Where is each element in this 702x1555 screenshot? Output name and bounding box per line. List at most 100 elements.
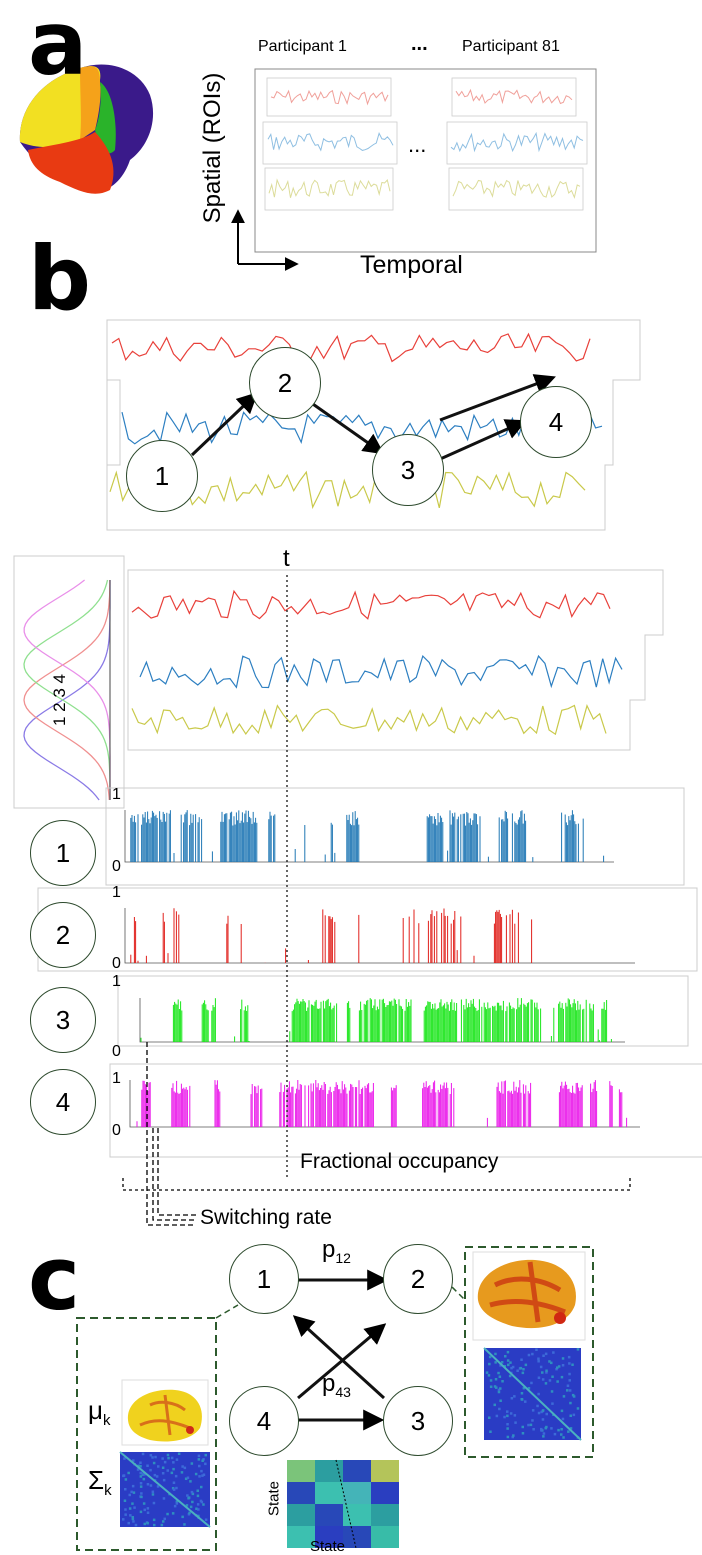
cov-left-cell: [160, 1523, 164, 1527]
cov-right-cell: [537, 1376, 541, 1379]
cov-left-cell: [194, 1472, 198, 1476]
cov-right-cell: [498, 1375, 502, 1378]
gaussian-emission-box: [13, 555, 125, 809]
hmm-state-node-3: 3: [372, 434, 444, 506]
cov-left-cell: [132, 1459, 135, 1462]
transition-matrix-cell: [315, 1504, 343, 1526]
cov-right-cell: [521, 1425, 524, 1429]
cov-right-cell: [499, 1364, 502, 1367]
cov-left-cell: [142, 1477, 146, 1481]
cov-right-cell: [488, 1355, 492, 1359]
cov-left-cell: [146, 1507, 150, 1510]
cov-right-cell: [509, 1361, 512, 1364]
cov-right-cell: [531, 1419, 534, 1422]
cov-left-cell: [131, 1502, 134, 1505]
cov-left-cell: [171, 1487, 175, 1490]
cov-right-cell: [522, 1368, 525, 1371]
row2-axis-bottom: 0: [112, 955, 121, 972]
hmm-state-node-4: 4: [520, 386, 592, 458]
transition-matrix-cell: [371, 1460, 399, 1482]
cov-left-cell: [139, 1465, 142, 1468]
cov-right-cell: [488, 1416, 491, 1419]
cov-left-cell: [136, 1468, 140, 1471]
cov-right-cell: [487, 1374, 491, 1377]
cov-right-cell: [532, 1428, 535, 1431]
cov-right-cell: [506, 1359, 510, 1362]
gaussian-curve-3: [23, 579, 111, 800]
cov-left-cell: [201, 1474, 204, 1477]
cov-right-cell: [499, 1399, 502, 1402]
cov-right-cell: [514, 1421, 517, 1424]
transition-matrix-cell: [343, 1460, 371, 1482]
cov-left-cell: [202, 1458, 205, 1461]
cov-right-cell: [572, 1413, 576, 1417]
inner-ellipsis: ...: [408, 132, 427, 157]
cov-right-cell: [520, 1398, 523, 1401]
participant1-roi2-trace: [267, 132, 394, 152]
cov-right-cell: [550, 1427, 553, 1430]
cov-left-cell: [133, 1506, 136, 1509]
cov-right-cell: [545, 1369, 548, 1372]
state-timecourse-boxes: [37, 787, 702, 1158]
cov-left-cell: [152, 1518, 156, 1522]
cov-left-cell: [188, 1511, 191, 1515]
cov-left-cell: [142, 1502, 146, 1505]
cov-left-cell: [171, 1512, 175, 1515]
covariance-matrix-left: [119, 1451, 211, 1528]
cov-left-cell: [157, 1465, 160, 1468]
cov-right-cell: [567, 1355, 571, 1359]
cov-left-cell: [130, 1490, 133, 1494]
occupancy-state-node-4: 4: [30, 1069, 96, 1135]
cov-left-cell: [187, 1513, 191, 1516]
transition-matrix-cell: [315, 1482, 343, 1504]
cov-right-cell: [569, 1414, 572, 1417]
cov-left-cell: [195, 1507, 198, 1510]
cov-right-cell: [548, 1379, 552, 1382]
row2-axis-top: 1: [112, 884, 121, 901]
transition-matrix-cell: [287, 1504, 315, 1526]
cov-left-cell: [204, 1518, 208, 1521]
cov-right-cell: [506, 1410, 509, 1413]
hmm-state-node-2: 2: [249, 347, 321, 419]
cov-right-cell: [545, 1371, 548, 1374]
cov-right-cell: [542, 1432, 546, 1435]
transition-matrix-x-label: State: [310, 1538, 346, 1555]
cov-right-cell: [509, 1412, 513, 1415]
cov-left-cell: [187, 1497, 190, 1500]
cov-left-cell: [181, 1515, 184, 1519]
cov-right-cell: [553, 1432, 557, 1436]
transition-matrix: [287, 1459, 399, 1549]
panel-a-data-box: [254, 68, 597, 253]
cov-right-cell: [516, 1369, 519, 1372]
cov-right-cell: [535, 1348, 538, 1351]
cov-right-cell: [503, 1415, 506, 1419]
cov-left-cell: [204, 1453, 207, 1457]
cov-left-cell: [123, 1457, 126, 1460]
occupancy-state-node-1: 1: [30, 820, 96, 886]
cov-right-cell: [485, 1371, 489, 1374]
gaussian-curve-2: [23, 580, 111, 801]
brain-map-right: [472, 1251, 586, 1341]
obs-yellow-trace: [131, 703, 607, 736]
time-marker-label: t: [283, 545, 290, 572]
hmm-transition-arrows: [190, 374, 556, 462]
cov-right-cell: [560, 1409, 564, 1413]
cov-right-cell: [497, 1371, 500, 1375]
cov-left-cell: [124, 1508, 127, 1511]
switching-rate-label: Switching rate: [200, 1206, 332, 1229]
cov-right-cell: [531, 1409, 535, 1412]
spatial-temporal-axes: [231, 209, 299, 271]
cov-left-cell: [156, 1485, 160, 1488]
cov-left-cell: [124, 1478, 128, 1481]
cov-right-cell: [560, 1375, 564, 1379]
cov-left-cell: [163, 1517, 166, 1521]
cov-left-cell: [191, 1492, 195, 1496]
cov-right-cell: [569, 1427, 573, 1430]
cov-left-cell: [185, 1504, 189, 1507]
cov-right-cell: [510, 1366, 513, 1370]
hmm-state-node-1: 1: [126, 440, 198, 512]
panel-c-left-dashed-box: [76, 1304, 239, 1551]
cov-left-cell: [123, 1499, 127, 1502]
cov-left-cell: [175, 1486, 178, 1490]
